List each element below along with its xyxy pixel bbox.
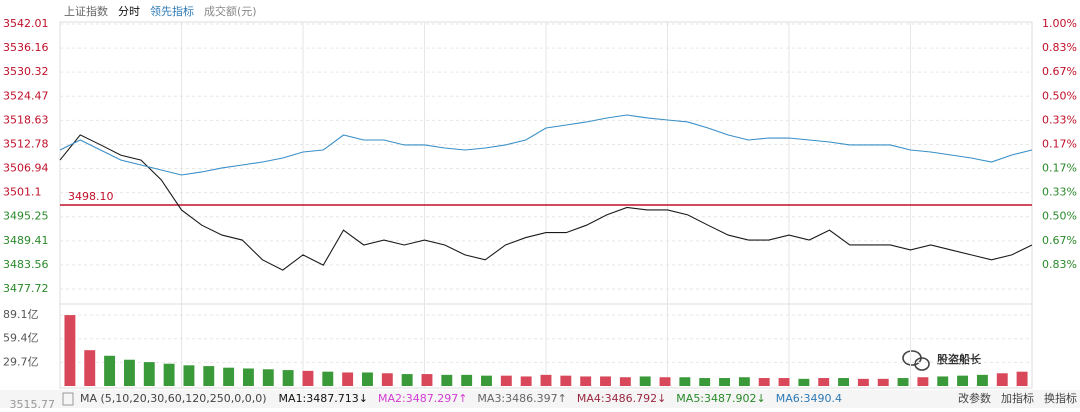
volume-bar bbox=[1016, 371, 1028, 386]
volume-bar bbox=[976, 374, 988, 386]
volume-bar bbox=[778, 378, 790, 386]
ma-button[interactable]: 换指标 bbox=[1044, 391, 1077, 405]
volume-bar bbox=[223, 367, 235, 386]
price-line bbox=[59, 114, 1033, 176]
volume-bar bbox=[262, 369, 274, 386]
tab[interactable]: 上证指数 bbox=[64, 4, 108, 18]
ma-item: MA6:3490.4 bbox=[776, 392, 842, 405]
volume-bar bbox=[461, 374, 473, 386]
volume-bar bbox=[619, 377, 631, 386]
ma-bar-bg bbox=[0, 390, 1080, 408]
volume-bar bbox=[183, 365, 195, 386]
y2-tick-label: 0.67% bbox=[1042, 234, 1077, 247]
reference-label: 3498.10 bbox=[68, 190, 114, 203]
ma-item: MA3:3486.397↑ bbox=[477, 392, 566, 405]
volume-bar bbox=[600, 376, 611, 386]
tab[interactable]: 成交额(元) bbox=[204, 4, 257, 18]
volume-bar bbox=[203, 366, 215, 386]
volume-bar bbox=[659, 377, 671, 386]
y2-tick-label: 0.17% bbox=[1042, 137, 1077, 150]
ma-item: MA2:3487.297↑ bbox=[378, 392, 467, 405]
volume-bar bbox=[877, 378, 889, 386]
volume-bar bbox=[84, 350, 96, 386]
y2-tick-label: 0.33% bbox=[1042, 186, 1077, 199]
volume-bar bbox=[679, 377, 691, 386]
y-tick-label: 3483.56 bbox=[3, 258, 49, 271]
volume-bar bbox=[917, 377, 929, 386]
ma-icon bbox=[62, 392, 74, 406]
volume-tick-label: 59.4亿 bbox=[3, 332, 39, 345]
volume-bar bbox=[282, 370, 294, 386]
watermark: 股盗船长 bbox=[937, 352, 982, 366]
y-tick-label: 3530.32 bbox=[3, 65, 49, 78]
volume-bar bbox=[441, 374, 453, 386]
ma-item: MA1:3487.713↓ bbox=[279, 392, 368, 405]
y2-tick-label: 0.50% bbox=[1042, 89, 1077, 102]
volume-bar bbox=[362, 372, 373, 386]
volume-bar bbox=[996, 373, 1008, 386]
tab[interactable]: 分时 bbox=[118, 5, 140, 18]
volume-bar bbox=[818, 378, 830, 386]
y2-tick-label: 0.83% bbox=[1042, 258, 1077, 271]
volume-bar bbox=[242, 368, 254, 386]
y2-tick-label: 1.00% bbox=[1042, 17, 1077, 30]
volume-bar bbox=[758, 378, 770, 386]
y-tick-label: 3518.63 bbox=[3, 113, 49, 126]
y2-tick-label: 0.67% bbox=[1042, 65, 1077, 78]
volume-bar bbox=[104, 355, 116, 386]
y-tick-label: 3489.41 bbox=[3, 234, 49, 247]
volume-bar bbox=[64, 315, 76, 386]
y-tick-label: 3542.01 bbox=[3, 17, 49, 30]
volume-bar bbox=[520, 376, 532, 386]
volume-bar bbox=[580, 376, 592, 386]
volume-bar bbox=[897, 378, 909, 386]
ma-item: MA5:3487.902↓ bbox=[676, 392, 765, 405]
volume-bar bbox=[481, 375, 492, 386]
volume-bar bbox=[838, 378, 850, 386]
ma-title: MA (5,10,20,30,60,120,250,0,0,0) bbox=[80, 392, 267, 405]
volume-bar bbox=[560, 375, 572, 386]
volume-tick-label: 89.1亿 bbox=[3, 308, 39, 321]
y-tick-label: 3506.94 bbox=[3, 162, 49, 175]
y-tick-label: 3524.47 bbox=[3, 89, 49, 102]
y2-tick-label: 0.17% bbox=[1042, 162, 1077, 175]
volume-bar bbox=[540, 374, 552, 386]
bottom-value: 3515.77 bbox=[10, 398, 56, 408]
y-tick-label: 3477.72 bbox=[3, 282, 49, 295]
volume-bar bbox=[342, 372, 354, 386]
volume-bar bbox=[401, 374, 413, 386]
volume-bar bbox=[957, 375, 969, 386]
volume-bar bbox=[421, 374, 433, 386]
y2-tick-label: 0.33% bbox=[1042, 113, 1077, 126]
watermark-icon bbox=[902, 350, 930, 371]
volume-bar bbox=[500, 375, 512, 386]
volume-bar bbox=[381, 373, 393, 386]
volume-bar bbox=[123, 359, 135, 386]
volume-bar bbox=[719, 378, 730, 386]
volume-bar bbox=[639, 376, 651, 386]
ma-item: MA4:3486.792↓ bbox=[577, 392, 666, 405]
volume-tick-label: 29.7亿 bbox=[3, 355, 39, 368]
volume-bar bbox=[857, 378, 869, 386]
y2-tick-label: 0.83% bbox=[1042, 41, 1077, 54]
tab[interactable]: 领先指标 bbox=[150, 4, 194, 18]
volume-bar bbox=[937, 376, 949, 386]
volume-bar bbox=[302, 370, 314, 386]
ma-button[interactable]: 加指标 bbox=[1001, 391, 1034, 405]
y2-tick-label: 0.50% bbox=[1042, 210, 1077, 223]
volume-bar bbox=[738, 377, 750, 386]
volume-bar bbox=[322, 371, 334, 386]
volume-bar bbox=[163, 363, 175, 386]
y-tick-label: 3495.25 bbox=[3, 210, 49, 223]
volume-bar bbox=[798, 378, 810, 386]
y-tick-label: 3501.1 bbox=[3, 186, 42, 199]
volume-bar bbox=[699, 378, 711, 386]
volume-bar bbox=[143, 362, 155, 386]
ma-button[interactable]: 改参数 bbox=[958, 391, 991, 405]
y-tick-label: 3512.78 bbox=[3, 137, 49, 150]
y-tick-label: 3536.16 bbox=[3, 41, 49, 54]
price-line bbox=[59, 134, 1033, 271]
